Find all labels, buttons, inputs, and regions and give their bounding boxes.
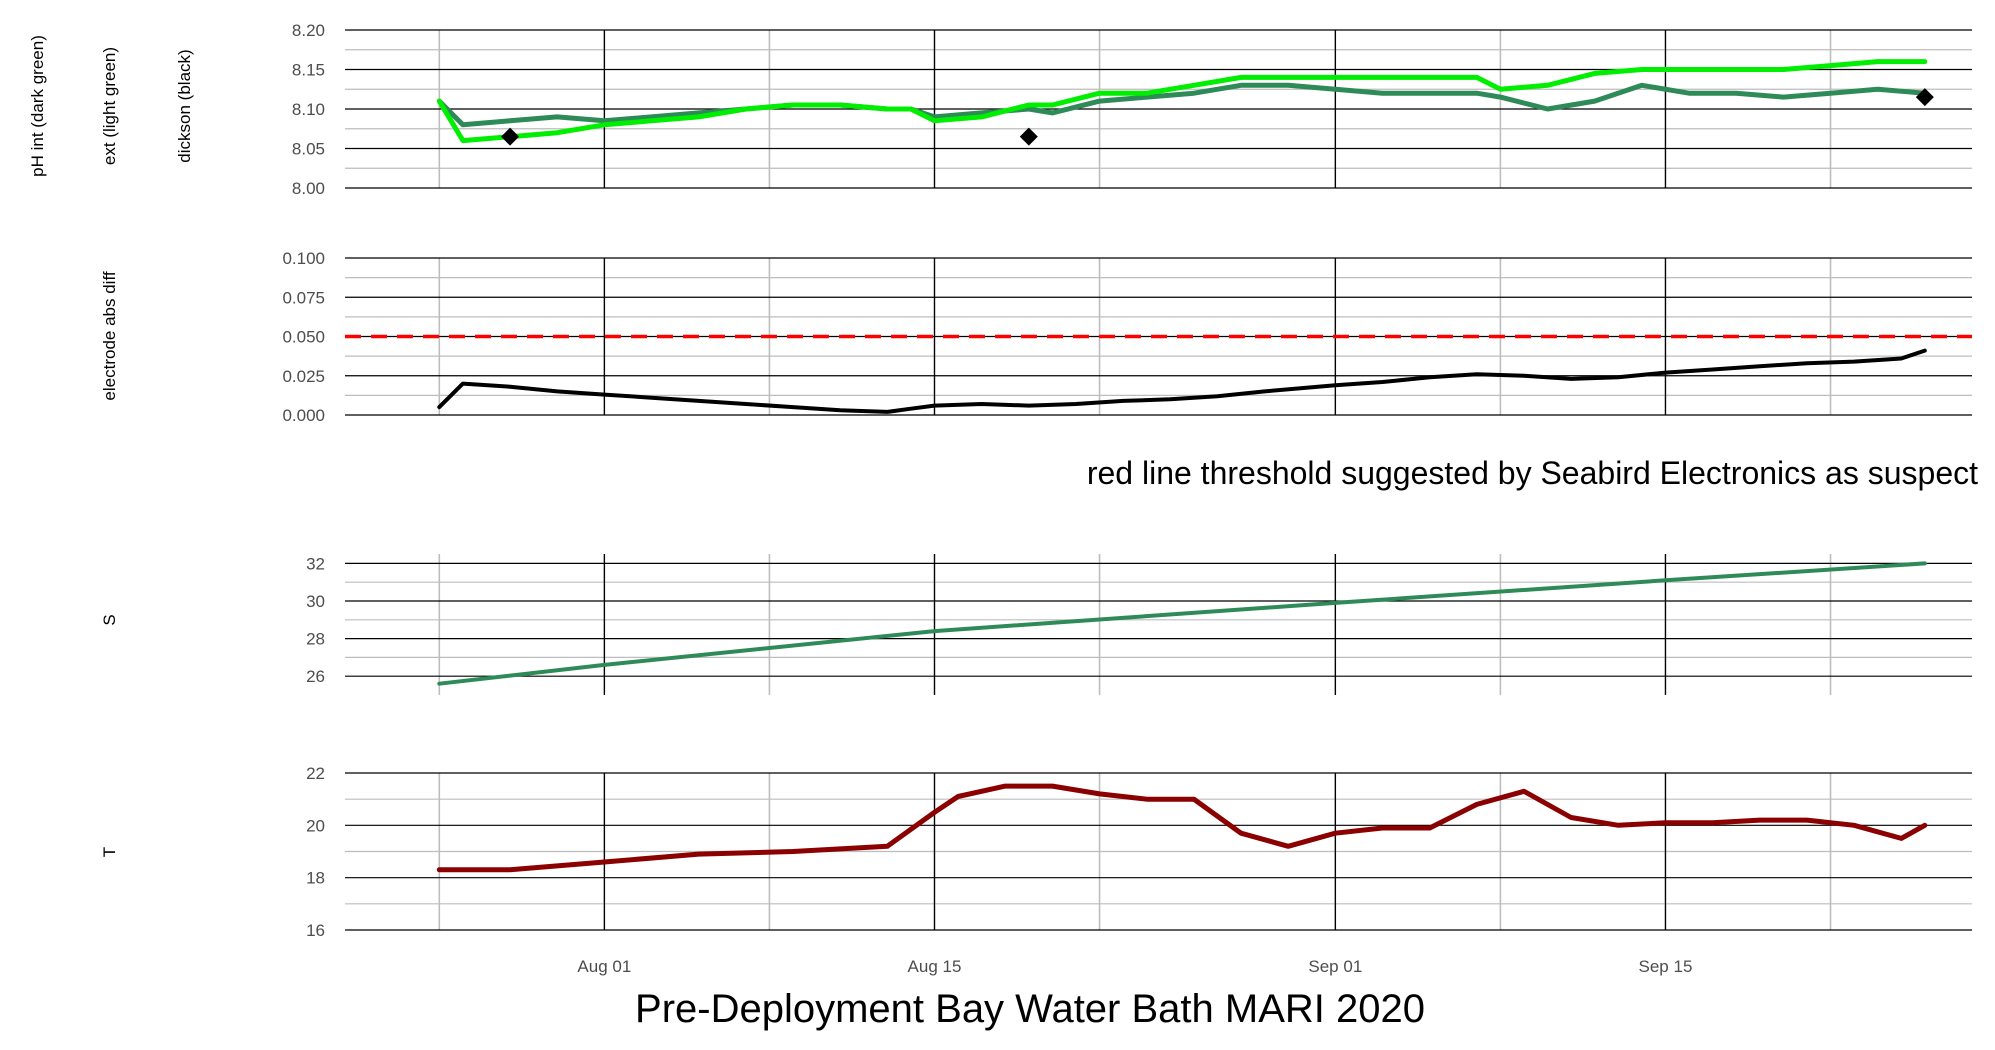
y-tick-label: 8.10 [292,100,325,119]
salinity-ylabel: S [100,614,119,625]
salinity-panel: 26 28 30 32 [306,554,1972,695]
x-tick-label: Sep 01 [1308,957,1362,976]
diff-ylabel: electrode abs diff [100,271,119,400]
temperature-line [436,783,1928,873]
y-tick-label: 8.20 [292,21,325,40]
x-tick-label: Sep 15 [1639,957,1693,976]
electrode-diff-line [437,348,1927,414]
dickson-point [1019,127,1038,146]
ph-int-line [436,82,1928,128]
temperature-panel: 16 18 20 22 [306,764,1972,940]
y-tick-label: 0.075 [282,288,325,307]
dickson-point [501,127,520,146]
temperature-ylabel: T [100,847,119,857]
ph-ext-line [436,59,1928,144]
y-tick-label: 18 [306,869,325,888]
y-tick-label: 0.025 [282,367,325,386]
y-tick-label: 8.15 [292,61,325,80]
electrode-diff-panel: 0.000 0.025 0.050 0.075 0.100 [282,249,1972,425]
y-tick-label: 16 [306,921,325,940]
x-axis-ticks: Aug 01 Aug 15 Sep 01 Sep 15 [577,957,1692,976]
y-tick-label: 0.050 [282,328,325,347]
y-tick-label: 32 [306,554,325,573]
y-tick-label: 0.000 [282,406,325,425]
ph-ylabel-line-2: ext (light green) [100,47,119,165]
y-tick-label: 8.05 [292,140,325,159]
x-tick-label: Aug 01 [577,957,631,976]
dickson-point [1915,88,1934,107]
ph-ylabel-line-3: dickson (black) [175,49,194,162]
ph-ylabel-line-1: pH int (dark green) [28,35,47,177]
y-tick-label: 0.100 [282,249,325,268]
threshold-annotation: red line threshold suggested by Seabird … [1087,455,1978,491]
y-tick-label: 20 [306,816,325,835]
y-tick-label: 26 [306,667,325,686]
ph-panel: 8.00 8.05 8.10 8.15 8.20 [292,21,1972,198]
chart-title: Pre-Deployment Bay Water Bath MARI 2020 [635,987,1425,1031]
x-tick-label: Aug 15 [908,957,962,976]
y-tick-label: 22 [306,764,325,783]
y-tick-label: 30 [306,592,325,611]
y-tick-label: 28 [306,630,325,649]
salinity-line [437,561,1927,686]
y-tick-label: 8.00 [292,179,325,198]
